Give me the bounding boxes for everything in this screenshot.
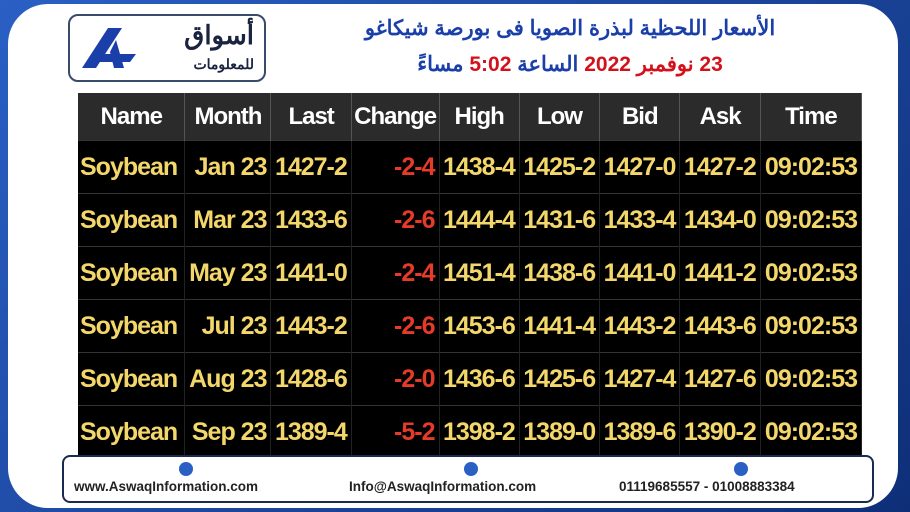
table-cell: 1441-2	[679, 246, 761, 300]
table-cell: -2-4	[351, 246, 440, 300]
table-cell: 1427-6	[679, 352, 761, 406]
title: الأسعار اللحظية لبذرة الصويا فى بورصة شي…	[364, 17, 776, 40]
table-cell: 1443-2	[270, 299, 352, 353]
table-cell: 1433-6	[270, 193, 352, 247]
table-cell: Soybean	[78, 352, 186, 406]
table-cell: 1453-6	[439, 299, 520, 353]
table-cell: 09:02:53	[760, 246, 863, 300]
column-header: Month	[184, 93, 272, 141]
table-cell: 1427-2	[270, 140, 352, 194]
table-cell: 1398-2	[439, 405, 520, 458]
logo-name: أسواق	[184, 20, 254, 50]
table-cell: Jul 23	[184, 299, 272, 353]
table-row: Soybean Sep 23 1389-4 -5-2 1398-2 1389-0 1389-…	[78, 405, 863, 458]
table-cell: 1443-6	[679, 299, 761, 353]
subtitle-part: 5:02	[469, 53, 512, 76]
table-cell: 1451-4	[439, 246, 520, 300]
table-row: Soybean May 23 1441-0 -2-4 1451-4 1438-6 1441-…	[78, 246, 863, 300]
table-cell: 1427-0	[599, 140, 681, 194]
table-cell: Aug 23	[184, 352, 272, 406]
table-cell: 1390-2	[679, 405, 761, 458]
table-cell: 1434-0	[679, 193, 761, 247]
table-cell: 1389-6	[599, 405, 681, 458]
table-cell: 1427-4	[599, 352, 681, 406]
table-cell: 09:02:53	[760, 405, 863, 458]
table-cell: Soybean	[78, 193, 186, 247]
email-icon	[464, 462, 478, 476]
email: Info@AswaqInformation.com	[349, 479, 537, 494]
column-header: Time	[760, 93, 863, 141]
subtitle-part: مساءً	[417, 53, 464, 76]
column-header: Low	[519, 93, 601, 141]
table-cell: 1441-0	[599, 246, 681, 300]
column-header: Bid	[599, 93, 681, 141]
table-cell: -5-2	[351, 405, 440, 458]
website-icon	[179, 462, 193, 476]
column-header: High	[439, 93, 520, 141]
table-row: Soybean Aug 23 1428-6 -2-0 1436-6 1425-6 1427-…	[78, 352, 863, 406]
table-row: Soybean Jul 23 1443-2 -2-6 1453-6 1441-4 1443-…	[78, 299, 863, 353]
table-cell: May 23	[184, 246, 272, 300]
header-row: Name Month Last Change High Low Bid Ask Time	[78, 93, 863, 141]
table-cell: 1427-2	[679, 140, 761, 194]
table-row: Soybean Jan 23 1427-2 -2-4 1438-4 1425-2 1427-…	[78, 140, 863, 194]
table-cell: 09:02:53	[760, 193, 863, 247]
subtitle-part: الساعة	[517, 53, 579, 76]
subtitle: 23 نوفمبر 2022 الساعة 5:02 مساءً	[290, 52, 850, 77]
table-cell: 1438-4	[439, 140, 520, 194]
table-cell: 1438-6	[519, 246, 601, 300]
table-cell: Soybean	[78, 405, 186, 458]
column-header: Change	[351, 93, 440, 141]
table-cell: -2-0	[351, 352, 440, 406]
table-cell: 1441-4	[519, 299, 601, 353]
table-cell: 09:02:53	[760, 140, 863, 194]
table-cell: -2-6	[351, 193, 440, 247]
phone-icon	[734, 462, 748, 476]
column-header: Ask	[679, 93, 761, 141]
logo-icon	[82, 28, 136, 68]
table-cell: -2-6	[351, 299, 440, 353]
table-cell: 1433-4	[599, 193, 681, 247]
logo: أسواق للمعلومات	[68, 14, 266, 82]
table-cell: 1436-6	[439, 352, 520, 406]
table-cell: 1389-0	[519, 405, 601, 458]
table-cell: Soybean	[78, 140, 186, 194]
logo-tagline: للمعلومات	[193, 56, 254, 72]
website: www.AswaqInformation.com	[74, 479, 259, 494]
table-cell: Soybean	[78, 246, 186, 300]
table-cell: 1443-2	[599, 299, 681, 353]
table-row: Soybean Mar 23 1433-6 -2-6 1444-4 1431-6 1433-…	[78, 193, 863, 247]
table-cell: 1441-0	[270, 246, 352, 300]
column-header: Last	[270, 93, 352, 141]
subtitle-part: 23 نوفمبر 2022	[584, 53, 723, 76]
table-cell: 09:02:53	[760, 352, 863, 406]
price-table: Name Month Last Change High Low Bid Ask Time Soy…	[78, 93, 863, 458]
footer: www.AswaqInformation.com Info@AswaqInform…	[62, 455, 874, 503]
table-cell: 1425-6	[519, 352, 601, 406]
table-cell: 1425-2	[519, 140, 601, 194]
phone: 01119685557 - 01008883384	[619, 479, 795, 494]
table-cell: 09:02:53	[760, 299, 863, 353]
table-cell: Jan 23	[184, 140, 272, 194]
table-cell: 1431-6	[519, 193, 601, 247]
table-cell: 1428-6	[270, 352, 352, 406]
column-header: Name	[78, 93, 186, 141]
table-cell: Mar 23	[184, 193, 272, 247]
table-cell: Sep 23	[184, 405, 272, 458]
table-cell: -2-4	[351, 140, 440, 194]
table-cell: 1389-4	[270, 405, 352, 458]
table-cell: Soybean	[78, 299, 186, 353]
table-cell: 1444-4	[439, 193, 520, 247]
